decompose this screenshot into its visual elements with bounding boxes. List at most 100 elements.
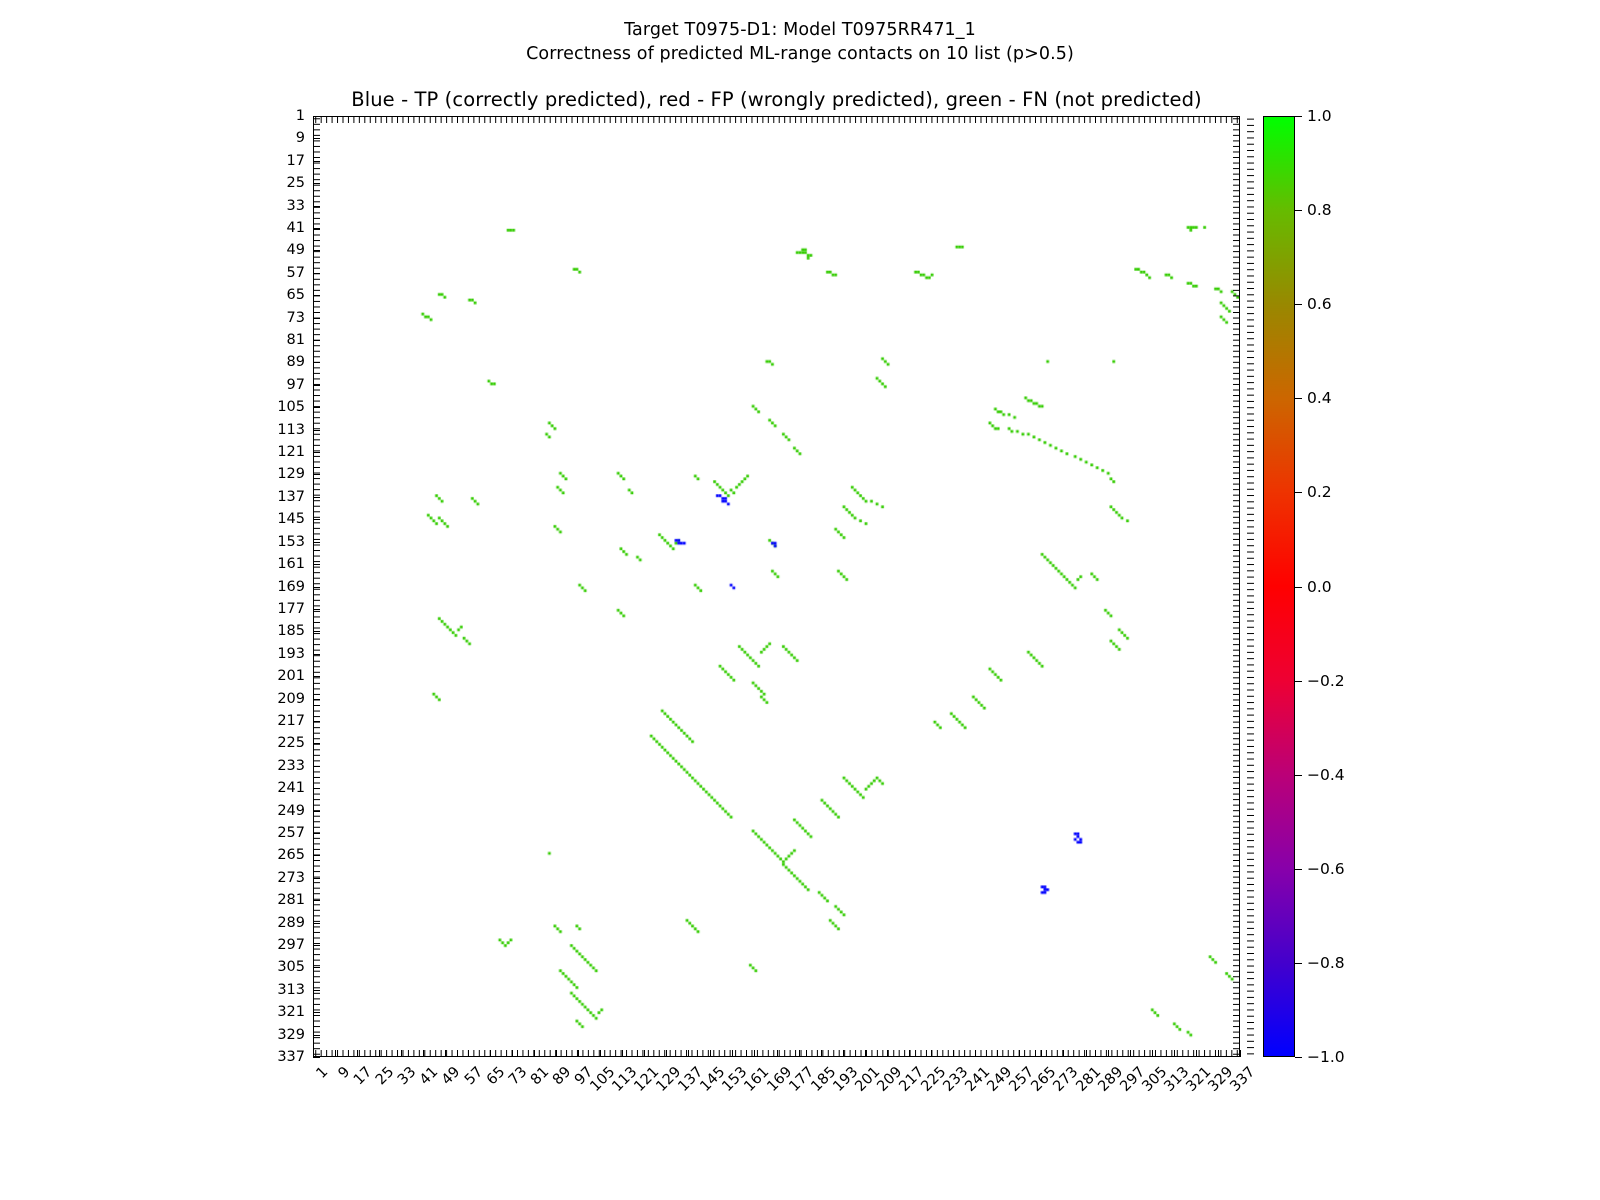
y-major-tick: [313, 631, 320, 633]
y-tick-label: 201: [277, 668, 305, 685]
y-tick-label: 177: [277, 600, 305, 617]
y-major-tick: [313, 205, 320, 207]
y-tick-label: 209: [277, 690, 305, 707]
x-major-tick: [710, 1050, 712, 1057]
y-major-tick: [313, 608, 320, 610]
y-tick-label: 17: [286, 152, 305, 169]
x-major-tick: [313, 1050, 314, 1057]
y-tick-label: 321: [277, 1004, 305, 1021]
y-major-tick: [313, 138, 320, 140]
x-major-tick: [931, 1050, 932, 1057]
y-major-tick: [313, 384, 320, 386]
x-major-tick: [997, 1050, 999, 1057]
y-tick-label: 161: [277, 556, 305, 573]
x-major-tick: [555, 1050, 557, 1057]
y-tick-label: 225: [277, 735, 305, 752]
colorbar-tick: [1295, 492, 1302, 494]
y-tick-label: 169: [277, 578, 305, 595]
y-major-tick: [313, 362, 320, 364]
y-major-tick: [313, 116, 320, 117]
x-major-tick: [423, 1050, 425, 1057]
x-major-tick: [886, 1050, 888, 1057]
colorbar-tick-label: −0.6: [1307, 859, 1345, 878]
y-tick-label: 313: [277, 981, 305, 998]
x-major-tick: [1129, 1050, 1131, 1057]
y-major-tick: [313, 452, 320, 454]
colorbar-minor-ticks: [1247, 118, 1254, 1055]
y-major-tick: [313, 989, 320, 991]
x-major-tick: [864, 1050, 866, 1057]
colorbar-gradient: [1263, 116, 1295, 1057]
y-tick-label: 329: [277, 1026, 305, 1043]
y-major-tick: [313, 676, 320, 678]
figure-title-block: Target T0975-D1: Model T0975RR471_1 Corr…: [0, 18, 1600, 66]
colorbar-tick: [1295, 774, 1302, 776]
x-major-tick: [357, 1050, 359, 1057]
x-major-tick: [820, 1050, 822, 1057]
x-major-tick: [511, 1050, 513, 1057]
y-major-tick: [313, 272, 320, 274]
y-major-tick: [313, 496, 320, 498]
figure-title-line-1: Target T0975-D1: Model T0975RR471_1: [624, 20, 976, 40]
y-major-tick: [313, 295, 320, 297]
y-tick-label: 153: [277, 533, 305, 550]
x-tick-label: 1: [313, 1064, 332, 1082]
colorbar-tick: [1295, 868, 1302, 870]
y-axis-tick-labels: 1 9 17 25 33 41 49 57 65 73 81 89 97 105 113 121 129 137 1…: [245, 108, 305, 1065]
x-major-tick: [599, 1050, 601, 1057]
x-tick-label: 49: [439, 1064, 464, 1089]
contact-map-plot-area[interactable]: [313, 116, 1240, 1057]
x-tick-label: 73: [505, 1064, 530, 1089]
x-tick-label: 9: [335, 1064, 354, 1082]
x-major-tick: [467, 1050, 469, 1057]
y-major-tick: [313, 900, 320, 902]
x-major-tick: [1151, 1050, 1153, 1057]
y-tick-label: 89: [286, 354, 305, 371]
colorbar-tick: [1295, 1057, 1302, 1058]
colorbar[interactable]: [1263, 116, 1295, 1057]
x-major-tick: [754, 1050, 756, 1057]
x-major-tick: [622, 1050, 623, 1057]
y-major-tick: [313, 720, 320, 722]
x-major-tick: [1195, 1050, 1197, 1057]
x-major-tick: [666, 1050, 668, 1057]
y-tick-label: 137: [277, 488, 305, 505]
x-major-tick: [1240, 1050, 1241, 1057]
colorbar-tick: [1295, 304, 1302, 306]
y-tick-label: 241: [277, 780, 305, 797]
x-major-tick: [489, 1050, 491, 1057]
x-tick-label: 89: [549, 1064, 575, 1089]
x-major-tick: [732, 1050, 734, 1057]
x-tick-label: 65: [483, 1064, 508, 1089]
x-major-tick: [1173, 1050, 1175, 1057]
y-major-tick: [313, 586, 320, 588]
y-tick-label: 305: [277, 959, 305, 976]
x-tick-label: 81: [527, 1064, 553, 1089]
y-major-tick: [313, 743, 320, 745]
colorbar-tick-label: −0.4: [1307, 765, 1345, 784]
y-tick-label: 265: [277, 847, 305, 864]
y-tick-label: 49: [286, 242, 305, 259]
y-tick-label: 81: [286, 332, 305, 349]
y-major-tick: [313, 765, 320, 767]
contact-map-canvas[interactable]: [314, 117, 1239, 1056]
y-major-tick: [313, 698, 320, 700]
y-major-tick: [313, 228, 320, 230]
x-major-tick: [1063, 1050, 1065, 1057]
colorbar-tick: [1295, 116, 1302, 117]
figure-title-line-2: Correctness of predicted ML-range contac…: [526, 44, 1074, 65]
x-major-tick: [798, 1050, 800, 1057]
colorbar-tick: [1295, 680, 1302, 682]
y-major-tick: [313, 541, 320, 543]
y-major-tick: [313, 944, 320, 946]
colorbar-tick-label: 0.6: [1307, 295, 1332, 314]
colorbar-tick: [1295, 398, 1302, 400]
x-major-tick: [577, 1050, 579, 1057]
y-major-tick: [313, 877, 320, 879]
y-major-tick: [313, 250, 320, 252]
y-major-tick: [313, 922, 320, 924]
x-major-tick: [644, 1050, 646, 1057]
x-major-tick: [688, 1050, 690, 1057]
y-tick-label: 25: [286, 175, 305, 192]
colorbar-tick: [1295, 962, 1302, 964]
